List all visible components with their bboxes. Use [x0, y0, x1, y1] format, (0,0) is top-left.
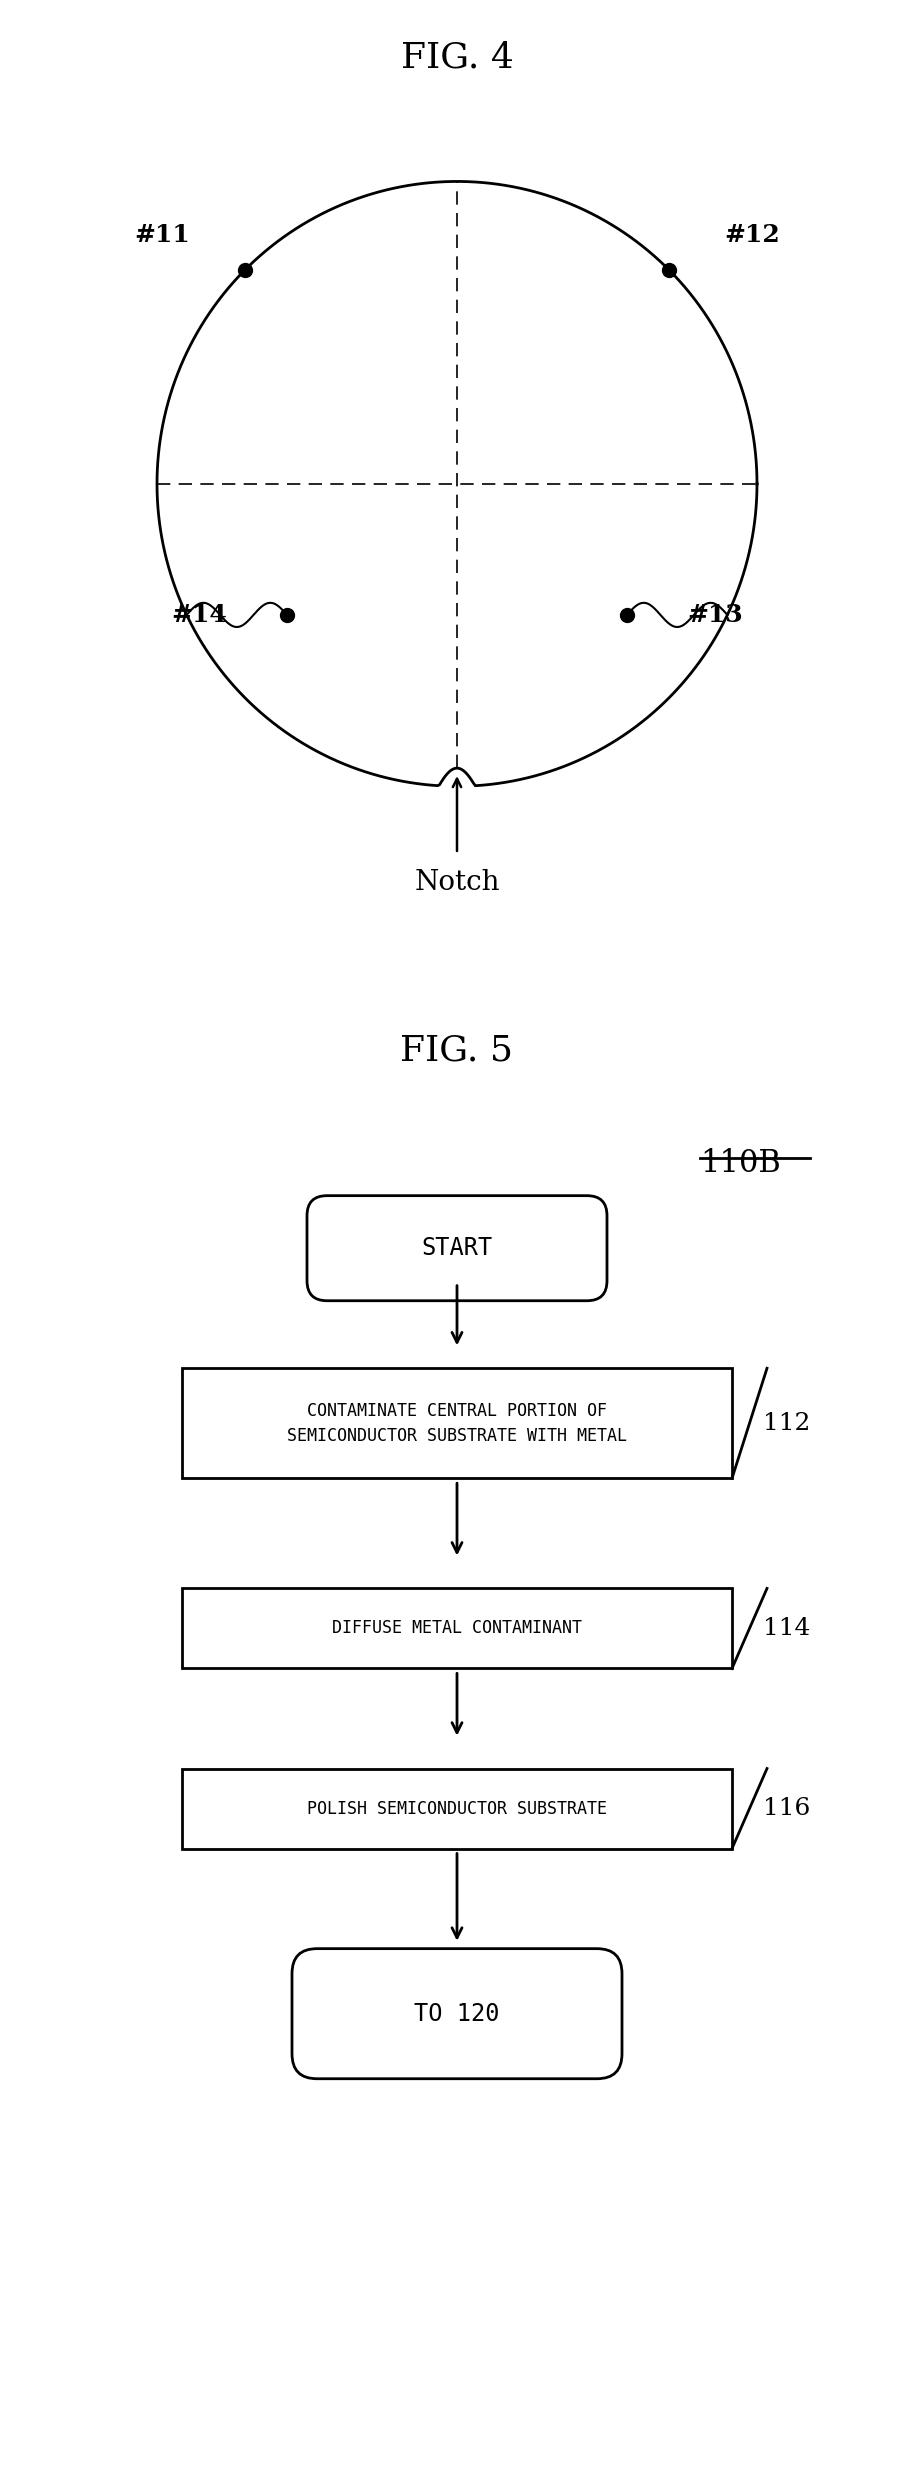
FancyBboxPatch shape	[307, 1195, 607, 1302]
Text: 110B: 110B	[700, 1147, 781, 1180]
Text: DIFFUSE METAL CONTAMINANT: DIFFUSE METAL CONTAMINANT	[332, 1620, 582, 1638]
Text: FIG. 5: FIG. 5	[400, 1033, 514, 1068]
FancyBboxPatch shape	[292, 1949, 622, 2078]
Text: 112: 112	[763, 1411, 811, 1434]
Text: FIG. 4: FIG. 4	[400, 40, 514, 75]
Bar	[182, 1588, 732, 1668]
Text: #14: #14	[171, 602, 227, 627]
Text: #13: #13	[687, 602, 743, 627]
Text: START: START	[421, 1237, 493, 1259]
Text: 116: 116	[763, 1797, 811, 1819]
Text: POLISH SEMICONDUCTOR SUBSTRATE: POLISH SEMICONDUCTOR SUBSTRATE	[307, 1800, 607, 1817]
Bar	[182, 1770, 732, 1849]
Text: CONTAMINATE CENTRAL PORTION OF
SEMICONDUCTOR SUBSTRATE WITH METAL: CONTAMINATE CENTRAL PORTION OF SEMICONDU…	[287, 1401, 627, 1444]
Text: TO 120: TO 120	[414, 2001, 500, 2026]
Text: #12: #12	[724, 222, 780, 246]
Bar	[182, 1369, 732, 1478]
Text: 114: 114	[763, 1618, 811, 1640]
Text: #11: #11	[134, 222, 190, 246]
Text: Notch: Notch	[414, 869, 500, 896]
